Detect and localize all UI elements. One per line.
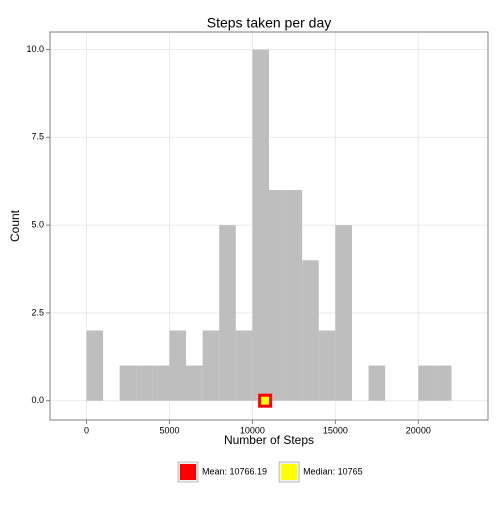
bar [235,330,253,401]
bar [186,365,203,401]
x-tick-label: 15000 [323,425,348,435]
bar [119,365,137,401]
x-tick-label: 10000 [240,425,265,435]
bar [434,365,452,401]
bar [368,365,386,401]
plot-border [49,31,489,421]
bar [318,330,336,401]
y-tick-label: 7.5 [31,132,44,142]
x-tick-label: 0 [84,425,89,435]
legend-label: Median: 10765 [303,466,363,476]
legend-key [180,464,196,480]
y-tick-label: 10.0 [26,44,44,54]
bar [202,330,220,401]
y-tick-label: 0.0 [31,395,44,405]
bar [136,365,153,401]
y-tick-label: 5.0 [31,219,44,229]
bar [152,365,170,401]
bar [269,190,286,401]
bar [418,365,435,401]
bar [302,260,319,401]
point [261,396,270,405]
x-axis-label: Number of Steps [224,433,314,447]
bar [285,190,303,401]
chart-title: Steps taken per day [207,15,332,31]
legend-label: Mean: 10766.19 [202,466,267,476]
x-tick-label: 20000 [406,425,431,435]
bar [169,330,187,401]
bar [219,225,236,401]
bar [335,225,352,401]
x-tick-label: 5000 [159,425,179,435]
y-axis-label: Count [8,209,22,242]
y-tick-label: 2.5 [31,307,44,317]
bar [86,330,104,401]
bar [252,49,269,401]
legend-key [281,464,298,480]
